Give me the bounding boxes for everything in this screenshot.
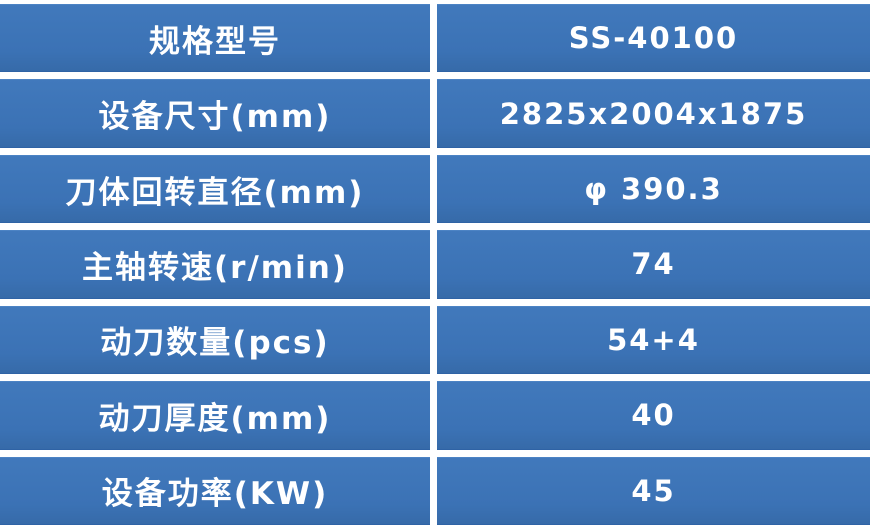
spec-value-blade-quantity: 54+4 — [437, 305, 870, 375]
spec-value-rotary-diameter: φ 390.3 — [437, 154, 870, 224]
spec-value-dimensions: 2825x2004x1875 — [437, 79, 870, 148]
spec-label-blade-thickness: 动刀厚度(mm) — [0, 381, 430, 450]
spec-label-blade-quantity: 动刀数量(pcs) — [0, 305, 430, 375]
spec-label-rotary-diameter: 刀体回转直径(mm) — [0, 154, 430, 224]
spec-label-spindle-speed: 主轴转速(r/min) — [0, 230, 430, 299]
spec-label-dimensions: 设备尺寸(mm) — [0, 79, 430, 148]
spec-value-power: 45 — [437, 456, 870, 525]
spec-value-model: SS-40100 — [437, 4, 870, 73]
spec-label-power: 设备功率(KW) — [0, 456, 430, 525]
spec-value-blade-thickness: 40 — [437, 381, 870, 450]
spec-label-model: 规格型号 — [0, 4, 430, 73]
spec-value-spindle-speed: 74 — [437, 230, 870, 299]
